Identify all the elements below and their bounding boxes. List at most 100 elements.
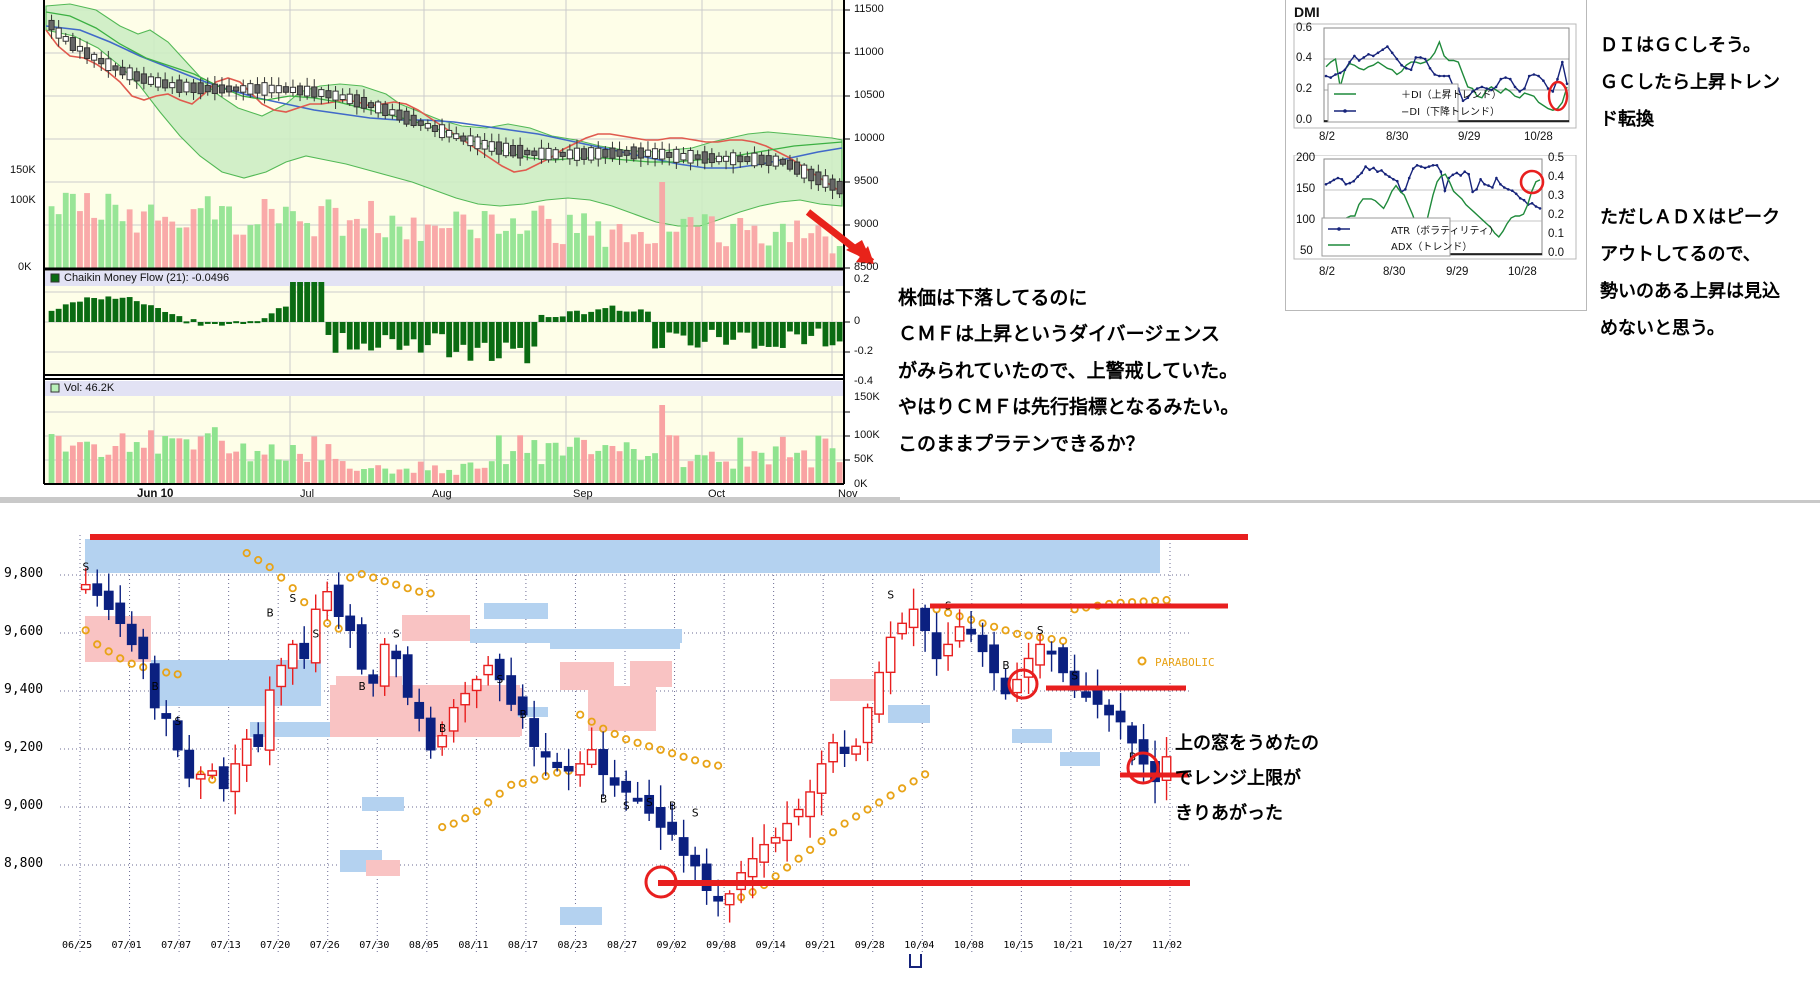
top-x-label-jun10: Jun 10 — [137, 488, 174, 500]
bot-x-label-06-25: 06/25 — [62, 940, 93, 951]
atr-y-150: 150 — [1296, 183, 1316, 195]
svg-text:S: S — [646, 797, 653, 809]
bot-x-label-07-07: 07/07 — [161, 940, 192, 951]
bot-x-label-10-21: 10/21 — [1052, 940, 1084, 951]
bot-x-label-07-26: 07/26 — [309, 940, 340, 951]
dmi-legend-label-pdi: ＋DI（上昇トレンド） — [1401, 90, 1502, 101]
top-x-label-aug: Aug — [432, 488, 452, 500]
bot-y-9200: 9,200 — [4, 740, 44, 755]
dmi-chart-canvas[interactable] — [1286, 22, 1586, 150]
note-bottom-line-2: でレンジ上限が — [1175, 768, 1301, 790]
note-dmi-line-2: ＧＣしたら上昇トレン — [1600, 71, 1780, 93]
dmi-y-0.4: 0.4 — [1296, 52, 1312, 64]
note-adx-line-4: めないと思う。 — [1600, 317, 1725, 339]
bot-x-label-09-08: 09/08 — [706, 940, 737, 951]
top-x-label-sep: Sep — [573, 488, 593, 500]
note-dmi-line-3: ド転換 — [1600, 108, 1654, 130]
top-price-chart-container[interactable]: 150K 100K 0K 11500 11000 10500 10000 950… — [0, 0, 900, 500]
indicator-panels-container[interactable]: DMI ＋DI（上昇トレンド） −DI（下降トレンド） 0.6 0.4 0.2 … — [1285, 0, 1587, 311]
svg-text:S: S — [1071, 671, 1078, 683]
dmi-panel-title: DMI — [1294, 4, 1320, 20]
cmf-axis-0.2: 0.2 — [854, 273, 870, 285]
svg-text:S: S — [1037, 625, 1044, 637]
price-axis-10500: 10500 — [854, 89, 885, 101]
cmf-axis-0: 0 — [854, 315, 861, 327]
svg-text:S: S — [496, 674, 503, 686]
signal-highlight-circle-bottom — [644, 865, 678, 899]
top-left-axis-0k: 0K — [18, 261, 32, 273]
svg-text:B: B — [1002, 660, 1009, 672]
price-axis-9000: 9000 — [854, 218, 879, 230]
volume-bar-series — [48, 405, 843, 483]
bottom-candlestick-chart-container[interactable]: SBSBSSBSBSBBSSBSSSBSSB 9,800 9,600 9,400… — [0, 500, 1820, 997]
vol-axis-100k: 100K — [854, 429, 880, 441]
atr-y-50: 50 — [1300, 245, 1313, 257]
dmi-legend — [1327, 83, 1459, 123]
cmf-divergence-note: 株価は下落してるのに ＣＭＦは上昇というダイバージェンス がみられていたので、上… — [898, 280, 1239, 462]
adx-y-0.3: 0.3 — [1548, 190, 1564, 202]
price-axis-11500: 11500 — [854, 3, 884, 15]
bottom-chart-canvas[interactable]: SBSBSSBSBSBBSSBSSSBSSB — [0, 503, 1820, 993]
bot-x-label-08-11: 08/11 — [458, 940, 489, 951]
note-left-line-5: このままプラテンできるか？ — [898, 432, 1145, 455]
price-axis-8500: 8500 — [854, 261, 879, 273]
bot-x-label-10-08: 10/08 — [953, 940, 984, 951]
bot-x-label-10-27: 10/27 — [1102, 940, 1133, 951]
svg-text:S: S — [692, 808, 699, 820]
vol-axis-150k: 150K — [854, 391, 880, 403]
note-adx-line-3: 勢いのある上昇は見込 — [1600, 280, 1780, 302]
dmi-legend-label-mdi: −DI（下降トレンド） — [1401, 107, 1501, 118]
bot-x-label-09-28: 09/28 — [854, 940, 885, 951]
top-chart-frame: 150K 100K 0K 11500 11000 10500 10000 950… — [0, 0, 900, 500]
bot-x-label-09-14: 09/14 — [755, 940, 786, 951]
atr-adx-chart-canvas[interactable] — [1286, 155, 1586, 285]
top-x-label-jul: Jul — [300, 488, 315, 500]
adx-highlight-circle — [1519, 169, 1545, 195]
moving-average-long — [45, 25, 843, 169]
parabolic-legend-dot-icon — [1137, 656, 1147, 666]
price-axis-10000: 10000 — [854, 132, 885, 144]
cmf-axis-neg02: -0.2 — [854, 345, 873, 357]
bot-x-label-10-04: 10/04 — [904, 940, 935, 951]
dmi-highlight-circle — [1547, 80, 1569, 112]
cmf-legend: Chaikin Money Flow (21): -0.0496 — [64, 272, 230, 284]
top-left-axis-150k: 150K — [10, 164, 36, 176]
note-adx-line-2: アウトしてるので、 — [1600, 243, 1761, 265]
bot-x-label-08-23: 08/23 — [557, 940, 588, 951]
vol-axis-50k: 50K — [854, 453, 874, 465]
bot-x-label-08-27: 08/27 — [607, 940, 638, 951]
note-left-line-3: がみられていたので、上警戒していた。 — [898, 359, 1239, 382]
note-dmi-line-1: ＤＩはＧＣしそう。 — [1600, 35, 1761, 56]
adx-y-0.1: 0.1 — [1548, 228, 1564, 240]
bottom-candlestick-series — [80, 567, 1172, 923]
cmf-axis-neg04: -0.4 — [854, 375, 873, 387]
vol-axis-0k: 0K — [854, 478, 868, 490]
note-bottom-line-1: 上の窓をうめたの — [1175, 733, 1319, 754]
atr-x-9-29: 9/29 — [1446, 266, 1469, 278]
svg-text:B: B — [669, 801, 676, 813]
dmi-y-0.0: 0.0 — [1296, 114, 1312, 126]
note-adx-line-1: ただしＡＤＸはピーク — [1600, 207, 1780, 228]
top-x-label-oct: Oct — [708, 488, 726, 500]
bot-y-8800: 8,800 — [4, 856, 44, 871]
adx-peakout-note: ただしＡＤＸはピーク アウトしてるので、 勢いのある上昇は見込 めないと思う。 — [1600, 200, 1780, 348]
svg-text:S: S — [393, 628, 400, 640]
buy-sell-markers: SBSBSSBSBSBBSSBSSSBSSB — [83, 562, 1137, 820]
dmi-gc-note: ＤＩはＧＣしそう。 ＧＣしたら上昇トレン ド転換 — [1600, 28, 1780, 139]
bot-x-label-07-20: 07/20 — [260, 940, 291, 951]
signal-highlight-circle-upper — [1007, 668, 1039, 700]
top-chart-canvas[interactable] — [0, 0, 900, 497]
adx-y-0.0: 0.0 — [1548, 247, 1564, 259]
bot-x-label-07-13: 07/13 — [210, 940, 241, 951]
note-left-line-4: やはりＣＭＦは先行指標となるみたい。 — [898, 396, 1240, 419]
x-axis-cursor-marker[interactable] — [909, 954, 922, 968]
svg-text:S: S — [290, 593, 297, 605]
svg-text:B: B — [152, 681, 159, 693]
svg-text:B: B — [600, 793, 607, 805]
signal-highlight-circle-lower — [1126, 751, 1160, 785]
bot-x-label-10-15: 10/15 — [1003, 940, 1034, 951]
bot-x-label-07-01: 07/01 — [111, 940, 142, 951]
svg-text:S: S — [175, 716, 182, 728]
parabolic-label: PARABOLIC — [1155, 656, 1215, 669]
adx-y-0.4: 0.4 — [1548, 171, 1564, 183]
